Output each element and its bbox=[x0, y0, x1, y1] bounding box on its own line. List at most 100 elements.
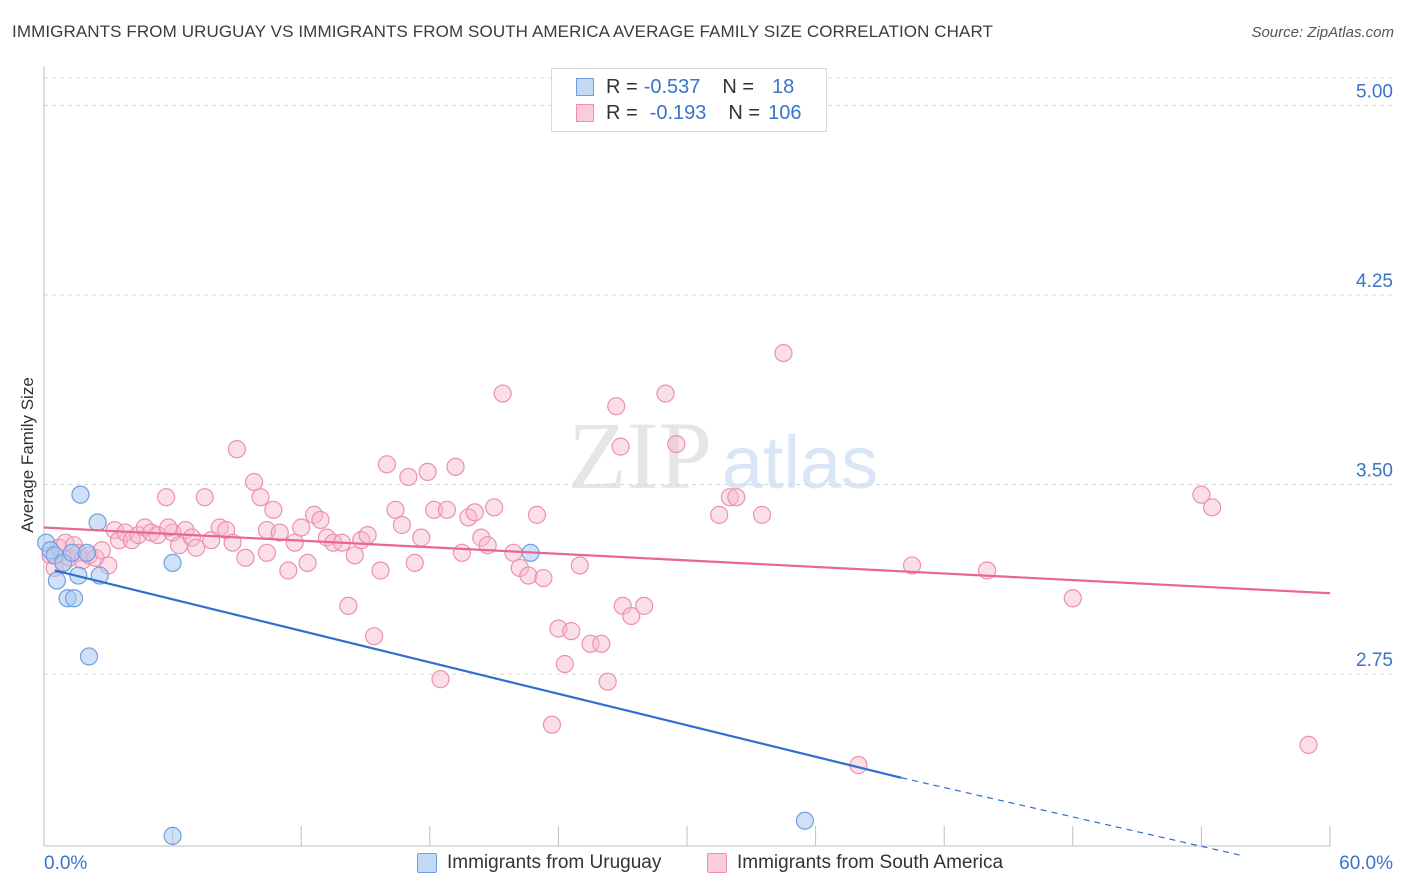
x-tick-label: 60.0% bbox=[1339, 853, 1393, 874]
data-point-south-america bbox=[1063, 589, 1082, 608]
data-point-south-america bbox=[493, 384, 512, 403]
trendline-uruguay bbox=[54, 569, 902, 779]
data-point-south-america bbox=[412, 528, 431, 547]
data-point-south-america bbox=[667, 434, 686, 454]
legend-r-value: -0.537 bbox=[643, 75, 701, 98]
data-point-uruguay bbox=[64, 589, 84, 608]
data-point-south-america bbox=[227, 440, 246, 459]
data-point-south-america bbox=[555, 654, 574, 674]
data-point-south-america bbox=[581, 634, 600, 653]
data-point-south-america bbox=[1203, 498, 1222, 517]
data-point-south-america bbox=[446, 457, 465, 476]
data-point-south-america bbox=[431, 670, 450, 689]
data-point-south-america bbox=[377, 455, 397, 474]
data-point-south-america bbox=[251, 488, 270, 507]
data-point-south-america bbox=[270, 523, 289, 542]
data-point-south-america bbox=[157, 488, 176, 507]
data-point-south-america bbox=[195, 488, 214, 507]
data-point-south-america bbox=[519, 566, 538, 585]
data-point-south-america bbox=[472, 528, 491, 547]
legend-swatch-uruguay bbox=[417, 853, 437, 873]
trendline-south-america bbox=[43, 526, 1331, 595]
legend-r-label: R = bbox=[606, 101, 638, 124]
series-legend: Immigrants from Uruguay Immigrants from … bbox=[0, 852, 1406, 878]
data-point-south-america bbox=[710, 505, 729, 524]
data-point-south-america bbox=[720, 488, 739, 507]
y-tick-label: 2.75 bbox=[1356, 650, 1393, 671]
legend-r-value: -0.193 bbox=[649, 101, 707, 124]
data-point-south-america bbox=[257, 543, 277, 562]
data-point-south-america bbox=[452, 543, 472, 562]
data-point-uruguay bbox=[71, 485, 90, 504]
legend-n-label: N = bbox=[728, 101, 761, 124]
data-point-south-america bbox=[244, 472, 264, 492]
data-point-south-america bbox=[1192, 485, 1211, 504]
data-point-south-america bbox=[902, 556, 922, 575]
data-point-south-america bbox=[598, 672, 617, 691]
legend-item-south-america[interactable]: Immigrants from South America bbox=[707, 852, 1003, 874]
data-point-south-america bbox=[656, 384, 675, 403]
data-point-south-america bbox=[159, 518, 178, 537]
data-point-south-america bbox=[292, 518, 311, 537]
data-point-south-america bbox=[527, 505, 547, 524]
data-point-south-america bbox=[562, 622, 581, 641]
data-point-south-america bbox=[358, 525, 377, 545]
y-tick-label: 4.25 bbox=[1356, 271, 1393, 292]
data-point-south-america bbox=[418, 462, 437, 482]
data-point-south-america bbox=[607, 397, 626, 416]
data-point-south-america bbox=[592, 634, 611, 653]
data-point-uruguay bbox=[795, 811, 814, 830]
data-point-uruguay bbox=[88, 513, 107, 532]
data-point-south-america bbox=[465, 503, 484, 522]
data-point-south-america bbox=[345, 546, 364, 565]
data-point-south-america bbox=[405, 553, 424, 572]
chart-title: IMMIGRANTS FROM URUGUAY VS IMMIGRANTS FR… bbox=[12, 22, 994, 41]
legend-swatch-uruguay bbox=[576, 78, 594, 96]
data-point-south-america bbox=[311, 510, 330, 530]
data-point-south-america bbox=[534, 568, 553, 588]
data-point-south-america bbox=[285, 533, 304, 552]
data-point-south-america bbox=[187, 538, 206, 557]
watermark-zip: ZIP bbox=[568, 402, 712, 509]
watermark-atlas: atlas bbox=[722, 421, 878, 504]
correlation-legend: R = -0.537 N = 18 R = -0.193 N = 106 bbox=[551, 68, 827, 132]
watermark: ZIP atlas bbox=[568, 402, 878, 509]
data-point-south-america bbox=[279, 561, 298, 580]
trendline-uruguay-extrapolated bbox=[901, 777, 1245, 857]
data-point-south-america bbox=[485, 498, 504, 517]
data-point-south-america bbox=[424, 500, 444, 519]
data-point-south-america bbox=[371, 561, 390, 580]
data-point-south-america bbox=[236, 548, 255, 567]
data-point-south-america bbox=[622, 606, 641, 626]
data-point-south-america bbox=[182, 528, 201, 547]
legend-r-label: R = bbox=[606, 75, 638, 98]
data-point-south-america bbox=[570, 556, 589, 575]
data-point-uruguay bbox=[163, 553, 182, 572]
legend-item-uruguay[interactable]: Immigrants from Uruguay bbox=[417, 852, 661, 874]
y-tick-label: 5.00 bbox=[1356, 81, 1393, 102]
data-point-south-america bbox=[542, 715, 562, 734]
data-point-south-america bbox=[611, 437, 630, 456]
data-point-south-america bbox=[635, 596, 654, 615]
data-point-uruguay bbox=[77, 543, 96, 562]
data-point-south-america bbox=[92, 541, 111, 560]
data-point-south-america bbox=[339, 596, 358, 615]
data-point-uruguay bbox=[79, 647, 99, 666]
legend-label-uruguay: Immigrants from Uruguay bbox=[447, 852, 662, 873]
legend-n-value: 18 bbox=[771, 75, 795, 98]
source-label: Source: ZipAtlas.com bbox=[1251, 24, 1394, 41]
legend-label-south-america: Immigrants from South America bbox=[737, 852, 1004, 873]
legend-swatch-south-america bbox=[707, 853, 727, 873]
data-point-south-america bbox=[264, 500, 283, 519]
legend-row-uruguay: R = -0.537 N = 18 bbox=[576, 74, 804, 100]
data-point-south-america bbox=[727, 488, 746, 507]
data-point-uruguay bbox=[163, 826, 182, 845]
data-point-south-america bbox=[364, 627, 384, 646]
y-tick-label: 3.50 bbox=[1356, 461, 1393, 482]
data-point-south-america bbox=[752, 505, 772, 524]
data-point-uruguay bbox=[47, 571, 66, 590]
legend-swatch-south-america bbox=[576, 104, 594, 122]
legend-n-label: N = bbox=[722, 75, 755, 98]
data-point-south-america bbox=[298, 553, 317, 572]
data-point-south-america bbox=[386, 500, 405, 519]
